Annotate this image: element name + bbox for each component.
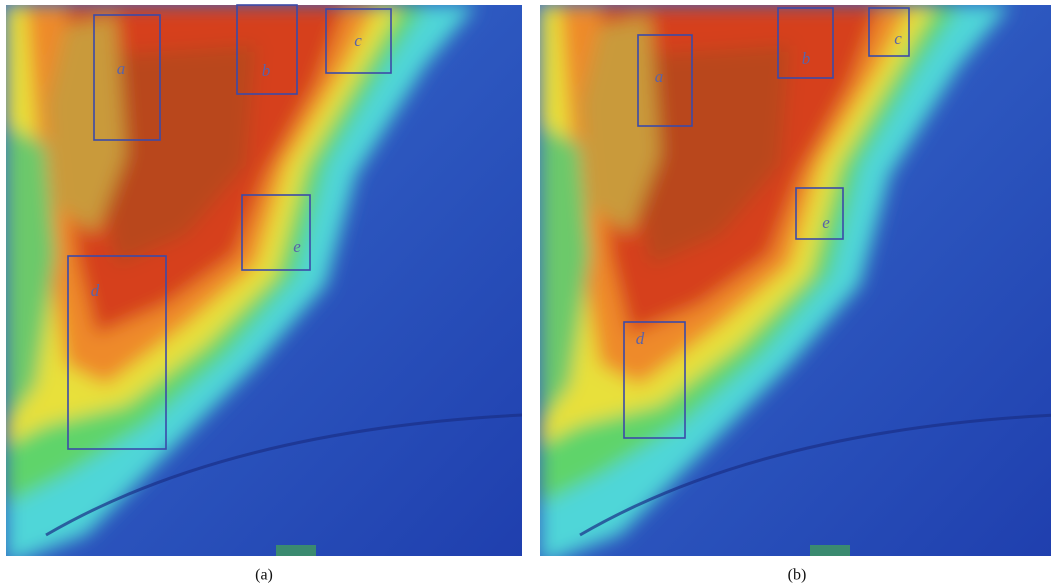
region-box	[325, 8, 392, 74]
region-box	[241, 194, 311, 271]
region-label: e	[293, 237, 301, 256]
region-label: d	[91, 281, 100, 300]
region-label: a	[117, 59, 126, 78]
region-box	[637, 34, 693, 127]
region-box	[795, 187, 844, 240]
region-label: c	[354, 31, 362, 50]
terrain-image	[6, 5, 522, 565]
region-box	[623, 321, 686, 439]
region-box	[67, 255, 167, 450]
terrain-image	[540, 5, 1051, 565]
caption: (b)	[788, 567, 807, 584]
region-label: b	[802, 49, 811, 68]
region-label: d	[636, 329, 645, 348]
region-label: a	[655, 67, 664, 86]
caption: (a)	[255, 567, 273, 584]
region-box	[236, 4, 298, 95]
panel: a b c d e (a)	[6, 5, 522, 584]
region-label: e	[822, 213, 830, 232]
panel: a b c d e (b)	[540, 5, 1051, 584]
region-box	[868, 7, 910, 57]
region-label: c	[894, 29, 902, 48]
region-box	[93, 14, 161, 141]
region-label: b	[262, 61, 271, 80]
region-box	[777, 7, 834, 79]
